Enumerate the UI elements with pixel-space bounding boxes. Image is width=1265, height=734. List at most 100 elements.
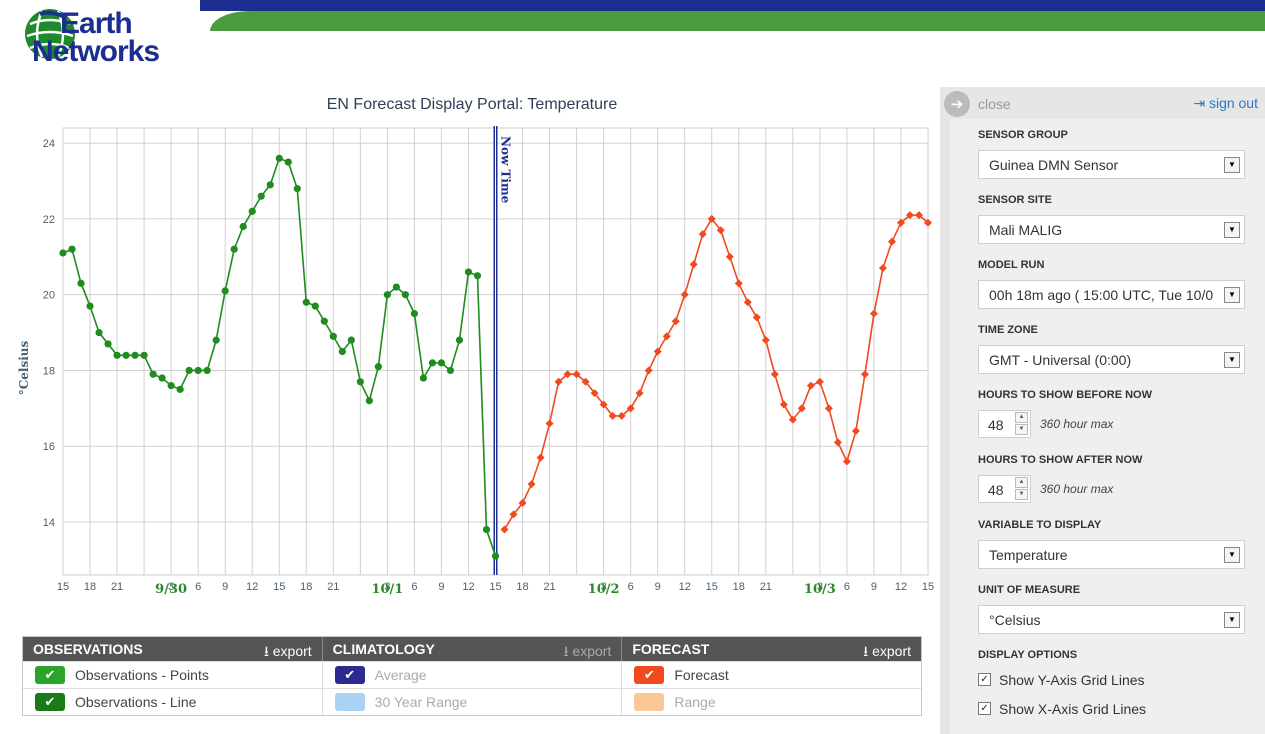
- check-icon: ✔: [35, 666, 65, 684]
- observation-point: [428, 359, 437, 367]
- forecast-point: [878, 264, 887, 273]
- forecast-point: [644, 366, 653, 375]
- sensor-group-select[interactable]: Guinea DMN Sensor ▼: [978, 150, 1245, 179]
- stepper-down-icon[interactable]: ▼: [1015, 489, 1028, 500]
- unit-label: UNIT OF MEASURE: [978, 584, 1081, 596]
- observation-point: [311, 302, 319, 310]
- forecast-point: [572, 370, 581, 379]
- forecast-point: [635, 389, 644, 398]
- observation-point: [383, 291, 391, 299]
- obs-points-label: Observations - Points: [75, 667, 209, 683]
- check-icon: ✔: [334, 666, 365, 684]
- x-tick-label: 9: [871, 581, 877, 593]
- sensor-group-field: SENSOR GROUP Guinea DMN Sensor ▼: [978, 129, 1265, 194]
- stepper-up-icon[interactable]: ▲: [1015, 412, 1028, 423]
- forecast-point: [689, 260, 698, 269]
- observation-point: [185, 366, 193, 375]
- close-button[interactable]: ➔ close: [944, 91, 1011, 117]
- x-tick-label: 3: [817, 581, 823, 593]
- forecast-point: [914, 211, 923, 220]
- variable-select[interactable]: Temperature ▼: [978, 540, 1245, 569]
- observation-point: [158, 374, 166, 382]
- hours-before-value: 48: [988, 417, 1004, 433]
- forecast-range-toggle[interactable]: Range: [622, 689, 921, 715]
- observation-point: [140, 351, 148, 359]
- hours-after-stepper[interactable]: 48 ▲ ▼: [978, 475, 1031, 503]
- observation-point: [257, 192, 265, 200]
- sign-out-link[interactable]: ⇥ sign out: [1193, 95, 1258, 112]
- observation-point: [347, 336, 355, 344]
- forecast-point: [527, 480, 536, 489]
- forecast-point: [734, 279, 743, 288]
- observation-point: [320, 317, 328, 325]
- sensor-group-value: Guinea DMN Sensor: [989, 157, 1119, 173]
- unit-value: °Celsius: [989, 612, 1041, 628]
- forecast-point: [545, 419, 554, 428]
- x-tick-label: 15: [57, 581, 69, 593]
- clim-range-label: 30 Year Range: [374, 694, 468, 710]
- forecast-point: [554, 377, 563, 386]
- y-grid-label: Show Y-Axis Grid Lines: [999, 671, 1145, 688]
- temperature-chart: 15 18 21 3 6 9 12 15 18 21 3 6 9 12 15 18 21 3 6 9 12 15 18 21 3…: [17, 126, 934, 597]
- forecast-point: [860, 370, 869, 379]
- observation-point: [491, 552, 500, 560]
- x-grid-option[interactable]: ✓ Show X-Axis Grid Lines: [978, 694, 1265, 723]
- sensor-site-value: Mali MALIG: [989, 222, 1063, 238]
- x-tick-label: 21: [327, 581, 339, 593]
- x-grid-label: Show X-Axis Grid Lines: [999, 700, 1147, 717]
- forecast-export-label: export: [872, 643, 912, 659]
- y-grid-option[interactable]: ✓ Show Y-Axis Grid Lines: [978, 665, 1265, 694]
- observation-point: [392, 283, 400, 291]
- obs-line-label: Observations - Line: [75, 694, 197, 710]
- checkbox-checked-icon[interactable]: ✓: [978, 673, 991, 686]
- forecast-point: [536, 453, 545, 462]
- obs-line-toggle[interactable]: ✔ Observations - Line: [23, 689, 323, 715]
- y-axis-label: °Celsius: [17, 340, 31, 395]
- forecast-point: [815, 377, 824, 386]
- x-tick-label: 12: [462, 581, 474, 593]
- forecast-point: [653, 347, 662, 356]
- checkbox-checked-icon[interactable]: ✓: [978, 702, 991, 715]
- y-tick-label: 22: [43, 214, 55, 226]
- hours-before-row: 48 ▲ ▼ 360 hour max: [978, 410, 1265, 438]
- x-tick-label: 12: [679, 581, 691, 593]
- forecast-point: [698, 230, 707, 239]
- x-tick-label: 18: [733, 581, 745, 593]
- earth-networks-logo-icon: [25, 9, 75, 59]
- climatology-export-button[interactable]: ⭳ export: [563, 643, 612, 659]
- range-swatch-icon: [334, 693, 365, 711]
- obs-points-toggle[interactable]: ✔ Observations - Points: [23, 662, 323, 688]
- dropdown-arrow-icon: ▼: [1224, 547, 1240, 563]
- forecast-point: [752, 313, 761, 322]
- hours-before-stepper[interactable]: 48 ▲ ▼: [978, 410, 1031, 438]
- climatology-header: CLIMATOLOGY ⭳ export: [323, 637, 623, 661]
- clim-average-toggle[interactable]: ✔ Average: [323, 662, 623, 688]
- x-tick-label: 18: [300, 581, 312, 593]
- sensor-site-select[interactable]: Mali MALIG ▼: [978, 215, 1245, 244]
- forecast-point: [887, 237, 896, 246]
- variable-value: Temperature: [989, 547, 1068, 563]
- time-zone-select[interactable]: GMT - Universal (0:00) ▼: [978, 345, 1245, 374]
- observation-point: [77, 279, 85, 287]
- stepper-up-icon[interactable]: ▲: [1015, 477, 1028, 488]
- date-label: 10/1: [371, 582, 403, 597]
- x-tick-label: 18: [84, 581, 96, 593]
- observation-point: [401, 291, 409, 299]
- observations-export-button[interactable]: ⭳ export: [263, 643, 312, 659]
- stepper-down-icon[interactable]: ▼: [1015, 424, 1028, 435]
- model-run-select[interactable]: 00h 18m ago ( 15:00 UTC, Tue 10/0 ▼: [978, 280, 1245, 309]
- observation-point: [167, 381, 175, 390]
- panel-body: SENSOR GROUP Guinea DMN Sensor ▼ SENSOR …: [950, 119, 1265, 734]
- clim-average-label: Average: [374, 667, 427, 683]
- clim-range-toggle[interactable]: 30 Year Range: [323, 689, 623, 715]
- panel-top-bar: ➔ close ⇥ sign out: [940, 87, 1265, 119]
- forecast-toggle[interactable]: ✔ Forecast: [622, 662, 921, 688]
- forecast-point: [590, 389, 599, 398]
- unit-select[interactable]: °Celsius ▼: [978, 605, 1245, 634]
- header-blue-band: [200, 0, 1265, 11]
- observation-point: [266, 181, 274, 189]
- forecast-export-button[interactable]: ⭳ export: [863, 643, 912, 659]
- forecast-point: [896, 218, 905, 227]
- x-tick-label: 15: [922, 581, 934, 593]
- forecast-range-label: Range: [674, 694, 716, 710]
